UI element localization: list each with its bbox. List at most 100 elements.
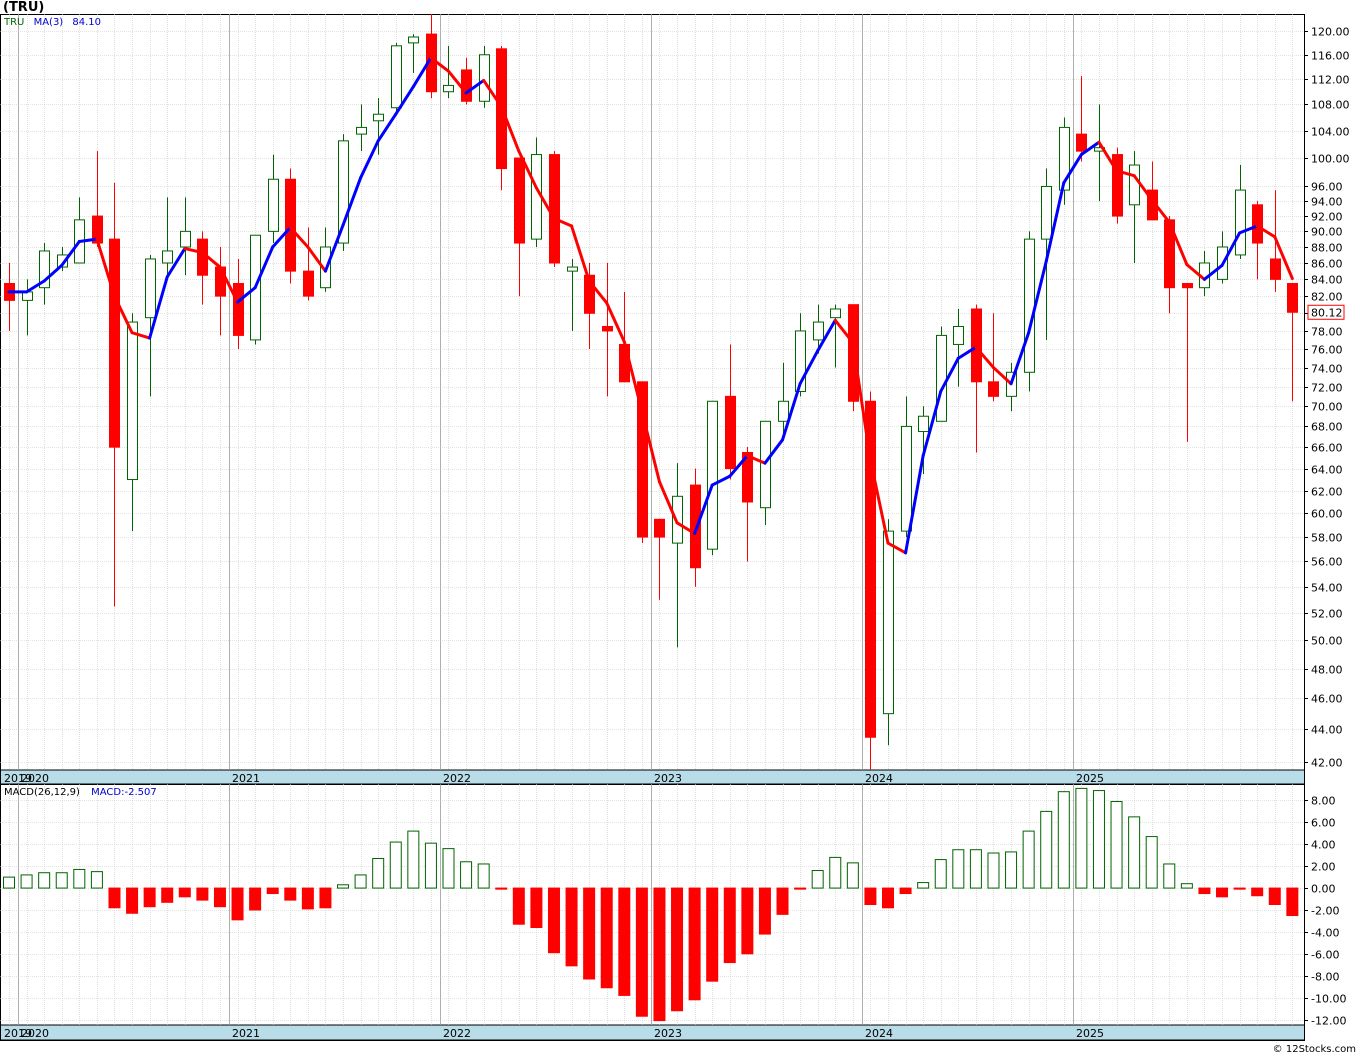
- ma-segment: [341, 176, 363, 227]
- candle-body: [373, 113, 384, 122]
- price-tick-label: 88.00: [1311, 242, 1343, 255]
- macd-grid: [0, 784, 1304, 1025]
- price-tick-label: 60.00: [1311, 508, 1343, 521]
- price-legend: TRU MA(3) 84.10: [3, 17, 101, 28]
- macd-bar: [301, 887, 314, 910]
- candle-body: [865, 400, 876, 738]
- macd-bar: [1198, 887, 1211, 895]
- macd-axis-ticks: -12.00 -10.00 -8.00 -6.00 -4.00 -2.00 0.00 2.00…: [1304, 795, 1346, 1028]
- ma-segment: [886, 541, 908, 555]
- price-year-label: 2025: [1076, 772, 1104, 785]
- candle: [1235, 165, 1246, 259]
- ma-segment: [323, 223, 345, 273]
- macd-bar: [389, 841, 402, 889]
- candle-body: [1164, 219, 1175, 289]
- ma-segment: [200, 251, 222, 269]
- last-price-label: 80.12: [1311, 306, 1343, 319]
- price-tick-label: 90.00: [1311, 226, 1343, 239]
- macd-tick-label: -4.00: [1311, 927, 1339, 940]
- ma-segment: [587, 279, 609, 305]
- price-tick-label: 58.00: [1311, 532, 1343, 545]
- macd-bar: [758, 887, 771, 935]
- ma-segment: [1255, 224, 1277, 239]
- ma-segment: [429, 56, 450, 73]
- candle-body: [338, 140, 349, 244]
- macd-bar: [882, 887, 894, 909]
- candle: [883, 519, 894, 746]
- candle: [1059, 117, 1070, 205]
- macd-bar: [565, 887, 578, 967]
- candle-body: [988, 381, 999, 397]
- candle: [391, 42, 402, 115]
- price-tick-label: 54.00: [1311, 582, 1343, 595]
- chart-title: (TRU): [3, 0, 44, 15]
- candle: [109, 182, 120, 607]
- ma-line-series: [7, 56, 1294, 555]
- ma-segment: [236, 286, 257, 304]
- price-tick-label: 48.00: [1311, 664, 1343, 677]
- macd-bar: [706, 887, 719, 982]
- candle: [637, 381, 648, 544]
- ma-segment: [833, 318, 855, 345]
- candle: [127, 313, 138, 532]
- macd-tick-label: 0.00: [1311, 883, 1336, 896]
- candle-body: [145, 258, 156, 319]
- macd-bar: [1216, 887, 1229, 898]
- ma-segment: [253, 245, 275, 290]
- price-tick-label: 50.00: [1311, 635, 1343, 648]
- candle: [813, 304, 824, 354]
- price-axis-ticks: 42.00 44.00 46.00 48.00 50.00 52.00 54.00 56.00…: [1304, 26, 1350, 770]
- candle-body: [883, 530, 894, 715]
- price-tick-label: 74.00: [1311, 363, 1343, 376]
- price-tick-label: 94.00: [1311, 196, 1343, 209]
- candle-body: [725, 395, 736, 470]
- candle: [479, 45, 490, 108]
- candle: [303, 227, 314, 301]
- price-tick-label: 96.00: [1311, 181, 1343, 194]
- price-year-label: 2021: [232, 772, 260, 785]
- candle: [1182, 283, 1193, 442]
- macd-year-label: 2023: [654, 1027, 682, 1040]
- candle: [672, 463, 683, 648]
- macd-bar: [424, 842, 437, 889]
- year-axis-labels: 2019201920202020202120212022202220232023…: [4, 772, 1104, 1040]
- macd-tick-label: 4.00: [1311, 839, 1336, 852]
- candle: [549, 151, 560, 268]
- candle-body: [1059, 126, 1070, 191]
- macd-year-label: 2022: [443, 1027, 471, 1040]
- macd-year-label: 2019: [4, 1027, 32, 1040]
- ma-segment: [868, 458, 890, 545]
- candle: [707, 400, 718, 556]
- candle-body: [953, 325, 964, 345]
- macd-bar: [776, 887, 789, 915]
- macd-tick-label: 6.00: [1311, 817, 1336, 830]
- price-tick-label: 116.00: [1311, 50, 1350, 63]
- macd-bar: [372, 857, 385, 889]
- price-tick-label: 56.00: [1311, 556, 1343, 569]
- ma-segment: [60, 239, 81, 267]
- macd-bar: [284, 887, 297, 901]
- candle-body: [567, 266, 578, 272]
- macd-tick-label: -8.00: [1311, 971, 1339, 984]
- candle: [567, 258, 578, 331]
- candle-body: [584, 274, 595, 314]
- macd-bar: [671, 887, 684, 1012]
- candle-body: [356, 126, 367, 135]
- macd-bar: [547, 887, 560, 954]
- ma-segment: [605, 301, 626, 344]
- macd-bar: [1075, 787, 1088, 889]
- ma-segment: [904, 454, 925, 555]
- macd-bar: [266, 887, 279, 895]
- watermark: © 12Stocks.com: [1273, 1044, 1356, 1055]
- macd-bar: [1145, 836, 1158, 889]
- ma-segment: [1167, 220, 1189, 267]
- ma-segment: [534, 186, 556, 220]
- price-tick-label: 86.00: [1311, 258, 1343, 271]
- ma-segment: [991, 366, 1013, 386]
- last-price-marker: 80.12: [1307, 304, 1345, 320]
- macd-tick-label: 2.00: [1311, 861, 1336, 874]
- macd-bar: [723, 887, 736, 964]
- price-tick-label: 64.00: [1311, 464, 1343, 477]
- price-tick-label: 52.00: [1311, 608, 1343, 621]
